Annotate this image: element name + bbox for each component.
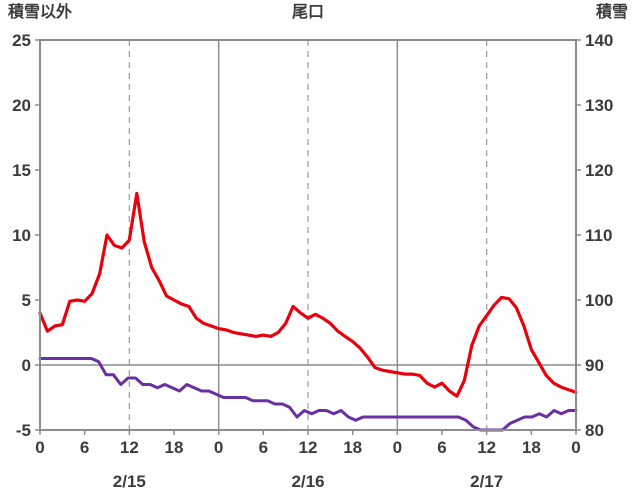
x-tick-label: 12 xyxy=(120,438,139,457)
right-tick-label: 140 xyxy=(585,31,613,50)
series-line-red xyxy=(38,191,578,398)
right-tick-label: 120 xyxy=(585,161,613,180)
right-tick-label: 130 xyxy=(585,96,613,115)
x-tick-label: 0 xyxy=(214,438,223,457)
left-tick-label: -5 xyxy=(16,421,31,440)
x-tick-label: 12 xyxy=(299,438,318,457)
date-label: 2/15 xyxy=(113,472,146,491)
x-tick-label: 0 xyxy=(571,438,580,457)
chart-title: 尾口 xyxy=(291,4,324,21)
x-tick-label: 0 xyxy=(393,438,402,457)
x-tick-label: 18 xyxy=(343,438,362,457)
left-tick-label: 25 xyxy=(12,31,31,50)
left-tick-label: 20 xyxy=(12,96,31,115)
x-tick-label: 6 xyxy=(80,438,89,457)
x-tick-label: 6 xyxy=(259,438,268,457)
right-tick-label: 110 xyxy=(585,226,612,245)
date-label: 2/16 xyxy=(291,472,324,491)
left-tick-label: 10 xyxy=(12,226,31,245)
left-tick-label: 15 xyxy=(12,161,31,180)
left-tick-label: 0 xyxy=(22,356,31,375)
x-tick-label: 18 xyxy=(522,438,541,457)
x-tick-label: 6 xyxy=(437,438,446,457)
left-axis-title: 積雪以外 xyxy=(8,4,73,21)
x-tick-label: 12 xyxy=(477,438,496,457)
x-tick-label: 18 xyxy=(165,438,184,457)
right-tick-label: 90 xyxy=(585,356,604,375)
right-tick-label: 80 xyxy=(585,421,604,440)
left-tick-label: 5 xyxy=(22,291,31,310)
right-axis-title: 積雪 xyxy=(595,4,628,21)
date-label: 2/17 xyxy=(470,472,503,491)
right-tick-label: 100 xyxy=(585,291,613,310)
x-tick-label: 0 xyxy=(35,438,44,457)
